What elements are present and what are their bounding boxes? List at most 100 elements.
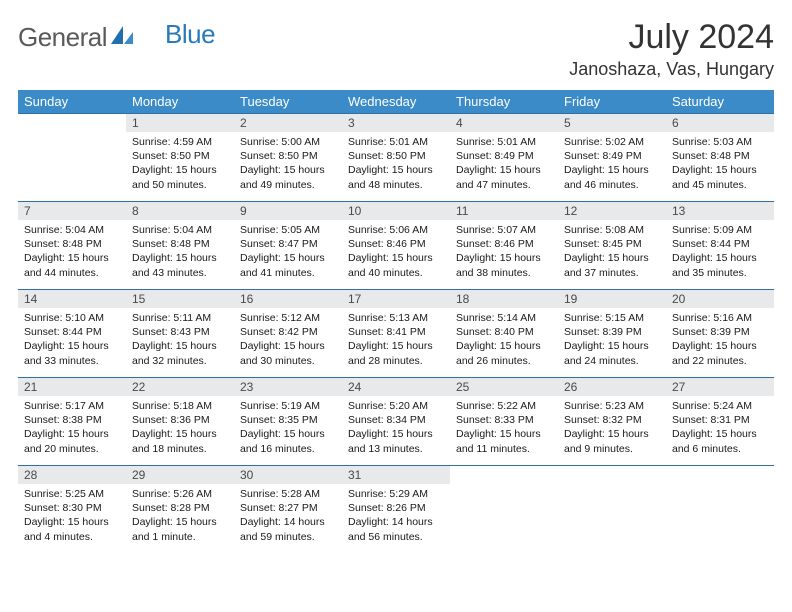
calendar-row: 7Sunrise: 5:04 AMSunset: 8:48 PMDaylight… bbox=[18, 202, 774, 290]
calendar-cell bbox=[450, 466, 558, 554]
day-number: 4 bbox=[450, 114, 558, 132]
month-title: July 2024 bbox=[569, 18, 774, 57]
sunrise-text: Sunrise: 5:06 AM bbox=[348, 223, 444, 237]
day-details: Sunrise: 5:28 AMSunset: 8:27 PMDaylight:… bbox=[234, 484, 342, 548]
daylight-text: Daylight: 15 hours and 26 minutes. bbox=[456, 339, 552, 367]
calendar-cell: 19Sunrise: 5:15 AMSunset: 8:39 PMDayligh… bbox=[558, 290, 666, 378]
sunset-text: Sunset: 8:26 PM bbox=[348, 501, 444, 515]
day-details: Sunrise: 5:18 AMSunset: 8:36 PMDaylight:… bbox=[126, 396, 234, 460]
sunrise-text: Sunrise: 5:07 AM bbox=[456, 223, 552, 237]
sunset-text: Sunset: 8:40 PM bbox=[456, 325, 552, 339]
day-details: Sunrise: 5:15 AMSunset: 8:39 PMDaylight:… bbox=[558, 308, 666, 372]
day-details: Sunrise: 5:10 AMSunset: 8:44 PMDaylight:… bbox=[18, 308, 126, 372]
daylight-text: Daylight: 15 hours and 41 minutes. bbox=[240, 251, 336, 279]
day-number: 1 bbox=[126, 114, 234, 132]
day-number: 22 bbox=[126, 378, 234, 396]
calendar-table: SundayMondayTuesdayWednesdayThursdayFrid… bbox=[18, 90, 774, 554]
page-header: General Blue July 2024 Janoshaza, Vas, H… bbox=[18, 18, 774, 80]
day-details: Sunrise: 5:02 AMSunset: 8:49 PMDaylight:… bbox=[558, 132, 666, 196]
sunset-text: Sunset: 8:27 PM bbox=[240, 501, 336, 515]
weekday-header: Tuesday bbox=[234, 90, 342, 114]
calendar-cell: 31Sunrise: 5:29 AMSunset: 8:26 PMDayligh… bbox=[342, 466, 450, 554]
day-number: 28 bbox=[18, 466, 126, 484]
calendar-cell: 7Sunrise: 5:04 AMSunset: 8:48 PMDaylight… bbox=[18, 202, 126, 290]
sunset-text: Sunset: 8:46 PM bbox=[348, 237, 444, 251]
sunrise-text: Sunrise: 5:23 AM bbox=[564, 399, 660, 413]
daylight-text: Daylight: 15 hours and 18 minutes. bbox=[132, 427, 228, 455]
sunset-text: Sunset: 8:39 PM bbox=[564, 325, 660, 339]
sunset-text: Sunset: 8:41 PM bbox=[348, 325, 444, 339]
day-details: Sunrise: 5:22 AMSunset: 8:33 PMDaylight:… bbox=[450, 396, 558, 460]
day-number: 16 bbox=[234, 290, 342, 308]
daylight-text: Daylight: 15 hours and 11 minutes. bbox=[456, 427, 552, 455]
sunset-text: Sunset: 8:44 PM bbox=[672, 237, 768, 251]
day-number: 10 bbox=[342, 202, 450, 220]
day-details: Sunrise: 5:29 AMSunset: 8:26 PMDaylight:… bbox=[342, 484, 450, 548]
day-number: 31 bbox=[342, 466, 450, 484]
day-number: 21 bbox=[18, 378, 126, 396]
daylight-text: Daylight: 15 hours and 48 minutes. bbox=[348, 163, 444, 191]
calendar-cell: 28Sunrise: 5:25 AMSunset: 8:30 PMDayligh… bbox=[18, 466, 126, 554]
day-details: Sunrise: 5:20 AMSunset: 8:34 PMDaylight:… bbox=[342, 396, 450, 460]
day-details: Sunrise: 5:08 AMSunset: 8:45 PMDaylight:… bbox=[558, 220, 666, 284]
day-details: Sunrise: 5:11 AMSunset: 8:43 PMDaylight:… bbox=[126, 308, 234, 372]
logo-blue: Blue bbox=[165, 19, 215, 50]
day-number: 6 bbox=[666, 114, 774, 132]
calendar-cell: 25Sunrise: 5:22 AMSunset: 8:33 PMDayligh… bbox=[450, 378, 558, 466]
day-number: 17 bbox=[342, 290, 450, 308]
sunset-text: Sunset: 8:50 PM bbox=[240, 149, 336, 163]
sunset-text: Sunset: 8:38 PM bbox=[24, 413, 120, 427]
sunrise-text: Sunrise: 5:16 AM bbox=[672, 311, 768, 325]
sunset-text: Sunset: 8:48 PM bbox=[132, 237, 228, 251]
day-details: Sunrise: 5:04 AMSunset: 8:48 PMDaylight:… bbox=[126, 220, 234, 284]
daylight-text: Daylight: 15 hours and 16 minutes. bbox=[240, 427, 336, 455]
calendar-cell: 15Sunrise: 5:11 AMSunset: 8:43 PMDayligh… bbox=[126, 290, 234, 378]
day-details: Sunrise: 5:07 AMSunset: 8:46 PMDaylight:… bbox=[450, 220, 558, 284]
sunrise-text: Sunrise: 5:04 AM bbox=[24, 223, 120, 237]
sunrise-text: Sunrise: 5:03 AM bbox=[672, 135, 768, 149]
sunrise-text: Sunrise: 5:10 AM bbox=[24, 311, 120, 325]
day-number: 15 bbox=[126, 290, 234, 308]
day-number: 11 bbox=[450, 202, 558, 220]
calendar-cell bbox=[18, 114, 126, 202]
sunrise-text: Sunrise: 5:05 AM bbox=[240, 223, 336, 237]
day-number: 23 bbox=[234, 378, 342, 396]
day-details: Sunrise: 5:01 AMSunset: 8:49 PMDaylight:… bbox=[450, 132, 558, 196]
day-number: 14 bbox=[18, 290, 126, 308]
calendar-cell: 12Sunrise: 5:08 AMSunset: 8:45 PMDayligh… bbox=[558, 202, 666, 290]
daylight-text: Daylight: 15 hours and 20 minutes. bbox=[24, 427, 120, 455]
daylight-text: Daylight: 15 hours and 9 minutes. bbox=[564, 427, 660, 455]
calendar-cell: 10Sunrise: 5:06 AMSunset: 8:46 PMDayligh… bbox=[342, 202, 450, 290]
sunset-text: Sunset: 8:49 PM bbox=[564, 149, 660, 163]
sunrise-text: Sunrise: 5:25 AM bbox=[24, 487, 120, 501]
day-number: 26 bbox=[558, 378, 666, 396]
calendar-cell: 26Sunrise: 5:23 AMSunset: 8:32 PMDayligh… bbox=[558, 378, 666, 466]
daylight-text: Daylight: 15 hours and 32 minutes. bbox=[132, 339, 228, 367]
daylight-text: Daylight: 15 hours and 45 minutes. bbox=[672, 163, 768, 191]
sunrise-text: Sunrise: 5:24 AM bbox=[672, 399, 768, 413]
daylight-text: Daylight: 15 hours and 4 minutes. bbox=[24, 515, 120, 543]
sunrise-text: Sunrise: 5:12 AM bbox=[240, 311, 336, 325]
calendar-cell: 3Sunrise: 5:01 AMSunset: 8:50 PMDaylight… bbox=[342, 114, 450, 202]
calendar-cell: 14Sunrise: 5:10 AMSunset: 8:44 PMDayligh… bbox=[18, 290, 126, 378]
day-details: Sunrise: 5:25 AMSunset: 8:30 PMDaylight:… bbox=[18, 484, 126, 548]
calendar-row: 28Sunrise: 5:25 AMSunset: 8:30 PMDayligh… bbox=[18, 466, 774, 554]
daylight-text: Daylight: 14 hours and 56 minutes. bbox=[348, 515, 444, 543]
calendar-cell: 9Sunrise: 5:05 AMSunset: 8:47 PMDaylight… bbox=[234, 202, 342, 290]
day-number: 24 bbox=[342, 378, 450, 396]
day-details: Sunrise: 5:03 AMSunset: 8:48 PMDaylight:… bbox=[666, 132, 774, 196]
daylight-text: Daylight: 15 hours and 30 minutes. bbox=[240, 339, 336, 367]
sunset-text: Sunset: 8:28 PM bbox=[132, 501, 228, 515]
sunrise-text: Sunrise: 5:13 AM bbox=[348, 311, 444, 325]
day-number: 8 bbox=[126, 202, 234, 220]
daylight-text: Daylight: 15 hours and 6 minutes. bbox=[672, 427, 768, 455]
sunrise-text: Sunrise: 5:17 AM bbox=[24, 399, 120, 413]
day-number bbox=[558, 466, 666, 484]
day-details: Sunrise: 5:23 AMSunset: 8:32 PMDaylight:… bbox=[558, 396, 666, 460]
day-number: 18 bbox=[450, 290, 558, 308]
calendar-cell: 8Sunrise: 5:04 AMSunset: 8:48 PMDaylight… bbox=[126, 202, 234, 290]
day-number: 27 bbox=[666, 378, 774, 396]
day-number bbox=[450, 466, 558, 484]
sunset-text: Sunset: 8:42 PM bbox=[240, 325, 336, 339]
daylight-text: Daylight: 15 hours and 37 minutes. bbox=[564, 251, 660, 279]
